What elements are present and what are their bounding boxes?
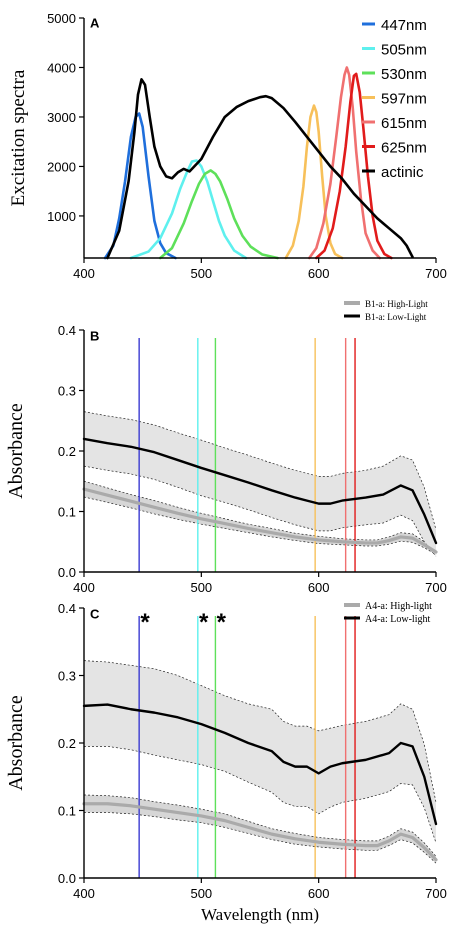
series-line-530nm: [158, 169, 279, 260]
x-tick-label: 400: [73, 580, 95, 595]
series-line-a4-a-high-light: [82, 802, 438, 862]
y-tick-label: 0.0: [58, 871, 76, 886]
series-line-actinic: [106, 78, 414, 260]
x-tick-label: 700: [425, 886, 447, 901]
series-band-upper-0: [83, 794, 437, 857]
y-tick-label: 2000: [47, 159, 76, 174]
series-band-1: [84, 660, 436, 843]
legend-label: 530nm: [381, 66, 427, 83]
y-axis-label: Absorbance: [5, 695, 27, 791]
x-tick-label: 600: [308, 580, 330, 595]
series-line-625nm: [315, 72, 393, 260]
y-tick-label: 0.1: [58, 505, 76, 520]
series-line-597nm: [284, 104, 344, 260]
legend-label: 447nm: [381, 17, 427, 34]
y-tick-label: 3000: [47, 110, 76, 125]
x-tick-label: 500: [190, 266, 212, 281]
series-line-b1-a-low-light: [82, 437, 438, 545]
x-axis-label: Wavelength (nm): [201, 905, 319, 924]
legend-label: B1-a: High-Light: [365, 299, 428, 309]
x-tick-label: 700: [425, 580, 447, 595]
legend-label: actinic: [381, 164, 424, 181]
series-band-upper-1: [83, 411, 437, 530]
x-tick-label: 700: [425, 266, 447, 281]
series-line-615nm: [307, 66, 381, 260]
y-tick-label: 1000: [47, 209, 76, 224]
legend-label: 615nm: [381, 115, 427, 132]
series-band-lower-0: [84, 812, 437, 864]
y-tick-label: 4000: [47, 60, 76, 75]
series-line-b1-a-high-light: [82, 487, 438, 554]
y-tick-label: 0.2: [58, 444, 76, 459]
chart-panel-A: 400 500 600 700 1000 2000 3000 4000 5000 A Excitat…: [8, 11, 447, 281]
x-tick-label: 600: [308, 266, 330, 281]
chart-panel-C: 400 500 600 700 0.0 0.1 0.2 0.3 0.4 C Absorbance Wa…: [5, 601, 447, 924]
x-tick-label: 400: [73, 266, 95, 281]
series-line-a4-a-low-light: [82, 703, 438, 826]
legend-label: A4-a: Low-light: [365, 614, 430, 625]
y-axis-label: Absorbance: [5, 403, 27, 499]
legend-label: 625nm: [381, 140, 427, 157]
y-tick-label: 0.4: [58, 601, 76, 616]
series-band-lower-1: [84, 746, 437, 844]
series-line-447nm: [103, 112, 177, 260]
series-band-upper-0: [83, 480, 437, 550]
series-band-lower-1: [83, 465, 437, 557]
series-band-1: [84, 411, 436, 557]
series-line-505nm: [129, 159, 248, 260]
panel-label: C: [90, 607, 100, 622]
series-band-lower-0: [83, 496, 437, 555]
significance-asterisk: *: [140, 609, 150, 636]
y-tick-label: 0.4: [58, 323, 76, 338]
legend-label: B1-a: Low-Light: [365, 312, 427, 322]
y-tick-label: 0.1: [58, 804, 76, 819]
chart-panel-B: 400 500 600 700 0.0 0.1 0.2 0.3 0.4 B Absorbance B1…: [5, 299, 447, 595]
y-tick-label: 0.2: [58, 736, 76, 751]
legend-label: 597nm: [381, 91, 427, 108]
y-axis-label: Excitation spectra: [8, 69, 29, 206]
x-tick-label: 500: [190, 580, 212, 595]
y-tick-label: 0.3: [58, 384, 76, 399]
panel-label: A: [90, 16, 100, 31]
legend-label: 505nm: [381, 42, 427, 59]
x-tick-label: 400: [73, 886, 95, 901]
significance-asterisk: *: [217, 609, 227, 636]
series-band-upper-1: [83, 660, 437, 803]
significance-asterisk: *: [199, 609, 209, 636]
y-tick-label: 5000: [47, 11, 76, 26]
y-tick-label: 0.3: [58, 669, 76, 684]
y-tick-label: 0.0: [58, 565, 76, 580]
x-tick-label: 500: [190, 886, 212, 901]
legend-label: A4-a: High-light: [365, 601, 432, 612]
panel-label: B: [90, 329, 99, 344]
x-tick-label: 600: [308, 886, 330, 901]
